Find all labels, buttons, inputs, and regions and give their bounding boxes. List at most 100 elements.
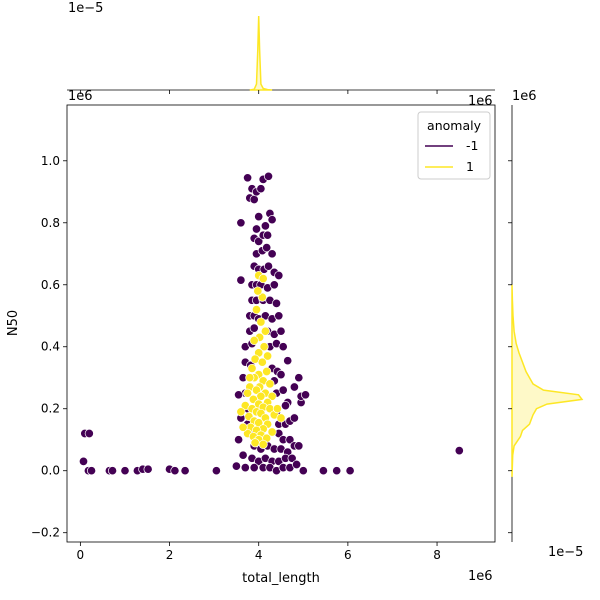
point-series-neg1 [289, 413, 299, 423]
point-series-neg1 [263, 230, 273, 240]
x-tick-label: 0 [77, 548, 85, 562]
y-tick-label: −0.2 [31, 526, 60, 540]
marginal-y-panel: 1e6 1e−5 [508, 89, 583, 560]
point-series-neg1 [276, 370, 286, 380]
point-series-neg1 [280, 401, 291, 411]
point-series-neg1 [260, 221, 270, 231]
point-series-neg1 [263, 261, 274, 271]
point-series-1 [272, 404, 282, 414]
point-series-neg1 [249, 194, 259, 205]
scatter-points [78, 171, 464, 476]
point-series-neg1 [289, 382, 299, 392]
point-series-1 [245, 373, 255, 383]
point-series-neg1 [254, 236, 264, 246]
main-axes: 0 2 4 6 8 −0.2 0.0 0.2 0.4 0.6 0.8 1.0 total_lengt… [6, 89, 496, 586]
legend-label-1: 1 [466, 159, 474, 174]
point-series-1 [258, 274, 268, 284]
point-series-1 [256, 317, 266, 327]
x-scale-label-top: 1e6 [468, 94, 493, 109]
point-series-neg1 [238, 450, 248, 460]
point-series-neg1 [454, 446, 464, 456]
point-series-1 [267, 391, 277, 401]
point-series-1 [276, 413, 286, 423]
point-series-neg1 [262, 243, 272, 253]
main-axes-frame [66, 104, 496, 543]
point-series-neg1 [332, 466, 342, 476]
marginal-y-scale-label: 1e6 [512, 89, 537, 104]
point-series-neg1 [274, 270, 284, 281]
point-series-1 [262, 366, 272, 377]
point-series-neg1 [278, 385, 288, 395]
point-series-1 [260, 326, 270, 336]
point-series-neg1 [251, 224, 262, 234]
point-series-neg1 [298, 466, 308, 476]
point-series-neg1 [292, 459, 302, 470]
point-series-1 [253, 286, 263, 296]
y-tick-label: 0.4 [41, 340, 60, 354]
point-series-neg1 [180, 466, 190, 476]
y-tick-label: 1.0 [41, 154, 60, 168]
y-tick-label: 0.2 [41, 402, 60, 416]
point-series-neg1 [249, 323, 259, 333]
marginal-x-scale-label: 1e−5 [68, 1, 103, 16]
x-tick-label: 4 [255, 548, 263, 562]
point-series-neg1 [243, 173, 253, 183]
point-series-neg1 [267, 215, 277, 225]
point-series-1 [251, 385, 262, 395]
point-series-neg1 [231, 461, 241, 471]
point-series-1 [265, 379, 275, 389]
point-series-neg1 [120, 466, 130, 476]
x-axis-label: total_length [242, 571, 320, 586]
legend: anomaly -1 1 [417, 111, 491, 180]
legend-label-neg1: -1 [466, 138, 478, 153]
x-scale-label: 1e6 [468, 569, 493, 584]
y-tick-label: 0.8 [41, 216, 60, 230]
point-series-neg1 [78, 456, 89, 466]
point-series-1 [251, 305, 262, 315]
point-series-1 [238, 422, 248, 432]
point-series-neg1 [249, 463, 259, 473]
point-series-1 [259, 342, 269, 352]
point-series-neg1 [234, 435, 244, 445]
y-ticks: −0.2 0.0 0.2 0.4 0.6 0.8 1.0 [31, 154, 67, 540]
point-series-1 [257, 357, 267, 367]
point-series-neg1 [274, 311, 284, 321]
point-series-1 [249, 335, 259, 346]
point-series-neg1 [269, 280, 279, 290]
y-scale-label: 1e6 [68, 89, 93, 104]
point-series-1 [257, 292, 267, 302]
point-series-neg1 [287, 453, 297, 463]
legend-title: anomaly [427, 118, 482, 133]
point-series-1 [250, 438, 260, 448]
x-tick-label: 6 [344, 548, 352, 562]
point-series-neg1 [86, 466, 97, 476]
point-series-1 [256, 391, 266, 401]
x-tick-label: 2 [166, 548, 174, 562]
point-series-1 [243, 388, 253, 398]
point-series-neg1 [240, 463, 250, 473]
point-series-neg1 [263, 171, 274, 181]
point-series-neg1 [278, 342, 288, 352]
point-series-neg1 [234, 390, 244, 400]
point-series-neg1 [211, 466, 221, 476]
point-series-neg1 [107, 466, 118, 476]
point-series-1 [263, 351, 273, 361]
y-tick-label: 0.0 [41, 464, 60, 478]
point-series-neg1 [283, 356, 293, 366]
point-series-neg1 [254, 212, 264, 222]
x-tick-label: 8 [433, 548, 441, 562]
x-ticks: 0 2 4 6 8 [77, 542, 441, 562]
marginal-y-density [511, 284, 584, 477]
marginal-y-density-scale-label: 1e−5 [548, 545, 583, 560]
point-series-neg1 [267, 249, 277, 259]
point-series-neg1 [84, 428, 94, 439]
point-series-neg1 [236, 275, 246, 285]
marginal-x-panel: 1e−5 [67, 1, 495, 94]
legend-frame [417, 111, 491, 180]
point-series-1 [236, 407, 246, 417]
point-series-neg1 [170, 466, 180, 476]
point-series-neg1 [285, 435, 295, 445]
point-series-neg1 [276, 326, 286, 336]
marginal-x-density [249, 15, 273, 91]
